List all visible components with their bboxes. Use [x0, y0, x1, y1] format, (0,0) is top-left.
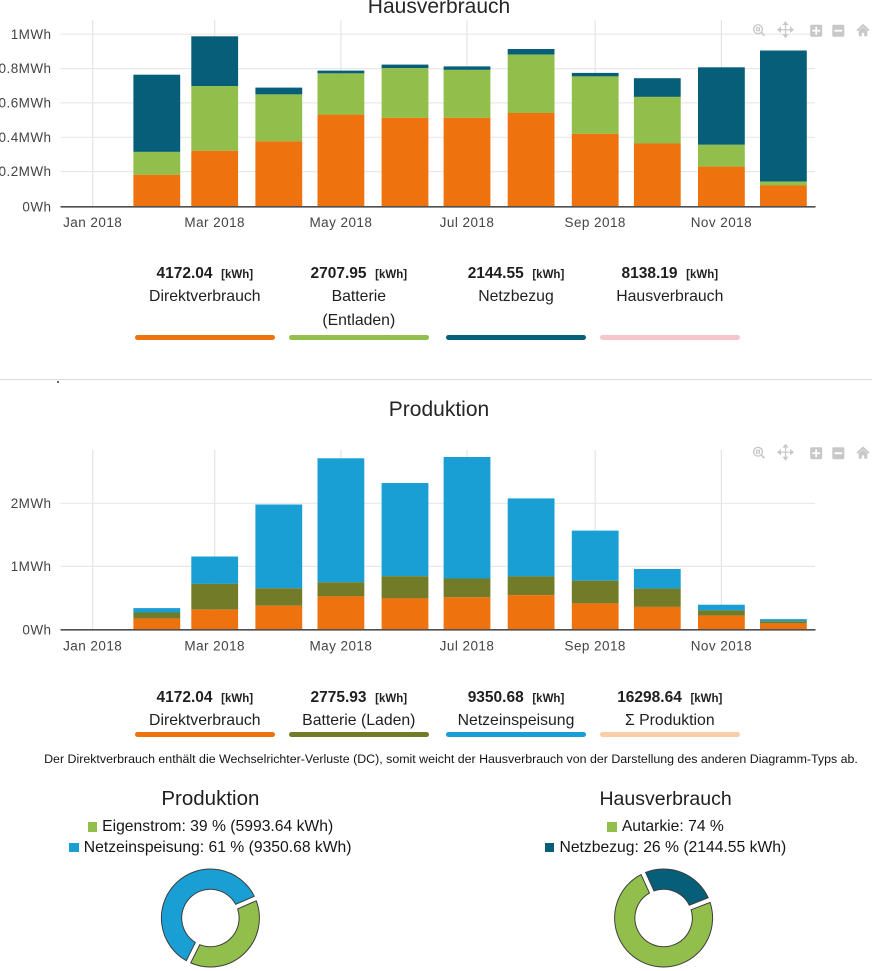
- svg-text:Jan 2018: Jan 2018: [63, 639, 122, 654]
- svg-text:0.4MWh: 0.4MWh: [0, 130, 52, 145]
- svg-text:0.2MWh: 0.2MWh: [0, 164, 52, 179]
- svg-text:Sep 2018: Sep 2018: [564, 639, 625, 654]
- svg-text:Mar 2018: Mar 2018: [184, 639, 245, 654]
- svg-text:0Wh: 0Wh: [22, 622, 51, 637]
- svg-text:May 2018: May 2018: [309, 639, 372, 654]
- svg-text:0.6MWh: 0.6MWh: [0, 96, 52, 111]
- svg-text:May 2018: May 2018: [309, 215, 372, 230]
- svg-text:Mar 2018: Mar 2018: [184, 215, 245, 230]
- svg-text:1MWh: 1MWh: [11, 559, 52, 574]
- svg-text:0.8MWh: 0.8MWh: [0, 61, 52, 76]
- svg-text:Jan 2018: Jan 2018: [63, 215, 122, 230]
- svg-text:Sep 2018: Sep 2018: [564, 215, 625, 230]
- svg-text:Jul 2018: Jul 2018: [440, 215, 495, 230]
- svg-text:Nov 2018: Nov 2018: [691, 639, 752, 654]
- svg-text:2MWh: 2MWh: [11, 496, 52, 511]
- svg-text:Jul 2018: Jul 2018: [440, 639, 495, 654]
- svg-text:0Wh: 0Wh: [22, 200, 51, 215]
- svg-text:1MWh: 1MWh: [11, 27, 52, 42]
- svg-text:Nov 2018: Nov 2018: [691, 215, 752, 230]
